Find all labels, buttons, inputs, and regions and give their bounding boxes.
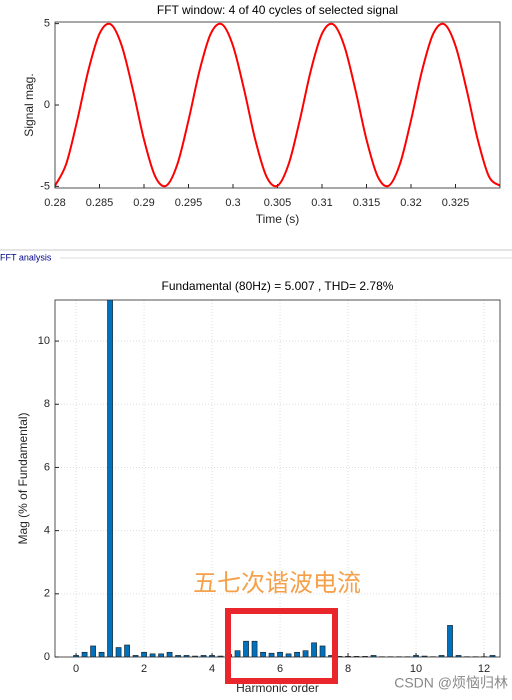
x-tick-label: 8 bbox=[345, 663, 351, 675]
y-tick-label: 0 bbox=[44, 99, 50, 111]
x-tick-label: 0.305 bbox=[264, 197, 292, 209]
plot-area bbox=[55, 300, 500, 657]
bar bbox=[260, 651, 266, 657]
y-tick-label: -5 bbox=[40, 180, 50, 192]
annotation: 五七次谐波电流 bbox=[193, 569, 361, 597]
axes-box bbox=[54, 21, 501, 189]
bar bbox=[81, 651, 88, 657]
bar bbox=[251, 640, 258, 657]
bar bbox=[234, 650, 241, 657]
bar bbox=[302, 650, 309, 657]
y-tick-label: 2 bbox=[44, 588, 50, 600]
bar bbox=[285, 653, 292, 657]
x-axis-label: Time (s) bbox=[256, 212, 300, 226]
x-tick-label: 0.31 bbox=[311, 197, 332, 209]
x-tick-label: 0.285 bbox=[86, 197, 114, 209]
watermark: CSDN @烦恼归林 bbox=[394, 675, 508, 691]
x-tick-label: 0.315 bbox=[353, 197, 381, 209]
axes-box bbox=[54, 299, 501, 658]
bar bbox=[124, 644, 130, 657]
x-tick-label: 0.29 bbox=[133, 197, 154, 209]
y-tick-label: 4 bbox=[44, 525, 50, 537]
x-tick-label: 4 bbox=[209, 663, 215, 675]
y-axis-label: Mag (% of Fundamental) bbox=[16, 412, 30, 544]
x-tick-label: 10 bbox=[410, 663, 422, 675]
x-tick-label: 6 bbox=[277, 663, 283, 675]
x-tick-label: 12 bbox=[478, 663, 490, 675]
bar bbox=[243, 640, 249, 657]
signal-line bbox=[55, 22, 500, 188]
y-tick-label: 10 bbox=[38, 335, 50, 347]
highlight-box bbox=[225, 608, 338, 684]
x-axis-label: Harmonic order bbox=[236, 681, 319, 695]
bar bbox=[447, 625, 453, 657]
bar bbox=[319, 645, 326, 657]
bar bbox=[311, 642, 317, 657]
bar bbox=[149, 653, 156, 657]
bar bbox=[141, 651, 147, 657]
x-tick-label: 0.28 bbox=[44, 197, 65, 209]
bar bbox=[166, 651, 173, 657]
x-tick-label: 0.325 bbox=[442, 197, 470, 209]
bar bbox=[158, 653, 164, 657]
x-tick-label: 0.32 bbox=[400, 197, 421, 209]
bar bbox=[268, 652, 275, 657]
panel-label: FFT analysis bbox=[0, 252, 52, 262]
charts: -5 0 5 0.28 0.285 0.29 0.295 0.3 0.305 0.31 0.315 0… bbox=[16, 3, 501, 695]
y-tick-label: 0 bbox=[44, 651, 50, 663]
bar bbox=[98, 651, 105, 657]
chart-title: FFT window: 4 of 40 cycles of selected s… bbox=[157, 3, 398, 17]
bar bbox=[277, 651, 283, 657]
x-tick-label: 0.295 bbox=[175, 197, 203, 209]
y-tick-label: 6 bbox=[44, 461, 50, 473]
bar bbox=[294, 651, 300, 657]
y-axis-label: Signal mag. bbox=[22, 73, 36, 136]
x-tick-label: 0 bbox=[73, 663, 79, 675]
chart-title: Fundamental (80Hz) = 5.007 , THD= 2.78% bbox=[162, 279, 394, 293]
bar bbox=[107, 300, 113, 657]
y-tick-label: 5 bbox=[44, 18, 50, 30]
bar bbox=[90, 645, 96, 657]
y-tick-label: 8 bbox=[44, 398, 50, 410]
x-tick-label: 2 bbox=[141, 663, 147, 675]
x-tick-label: 0.3 bbox=[225, 197, 240, 209]
bar bbox=[115, 647, 122, 657]
plot-area bbox=[55, 22, 500, 188]
